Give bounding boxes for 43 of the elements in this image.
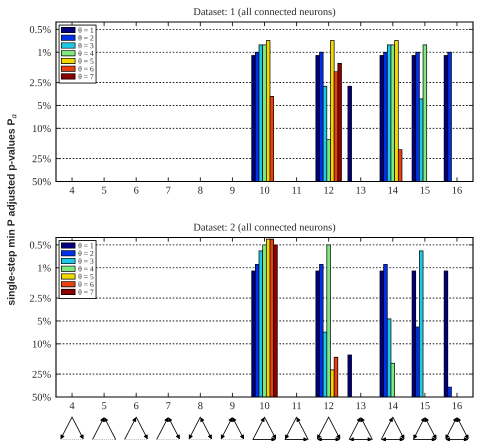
y-tick-label: 0.5%	[30, 242, 51, 249]
y-tick-label: 2.5%	[30, 294, 51, 302]
x-tick-label: 10	[260, 402, 270, 410]
chart-title: Dataset: 1 (all connected neurons)	[194, 8, 336, 18]
x-tick-label: 15	[420, 186, 430, 194]
x-tick-label: 13	[356, 402, 366, 410]
x-tick-label: 8	[198, 402, 203, 410]
y-tick-label: 2.5%	[30, 79, 51, 86]
y-tick-label: 25%	[32, 155, 51, 162]
y-tick-label: 10%	[32, 340, 51, 348]
x-tick-label: 6	[134, 402, 138, 410]
x-tick-label: 12	[324, 186, 334, 194]
x-tick-label: 13	[356, 186, 366, 194]
x-tick-label: 16	[452, 402, 462, 410]
x-tick-label: 7	[166, 186, 171, 194]
x-tick-label: 8	[198, 186, 203, 194]
y-tick-label: 0.5%	[30, 26, 51, 34]
y-tick-label: 5%	[38, 318, 51, 325]
y-tick-label: 10%	[32, 125, 51, 132]
y-tick-label: 50%	[32, 394, 51, 401]
y-tick-label: 25%	[32, 370, 51, 378]
x-tick-label: 16	[452, 186, 462, 194]
x-tick-label: 4	[70, 186, 74, 194]
y-tick-label: 1%	[38, 48, 51, 56]
y-tick-label: 1%	[38, 264, 51, 272]
x-tick-label: 10	[260, 186, 270, 194]
x-tick-label: 6	[134, 186, 138, 194]
chart-title: Dataset: 2 (all connected neurons)	[194, 223, 336, 233]
y-tick-label: 50%	[32, 178, 51, 186]
x-tick-label: 12	[324, 402, 334, 410]
y-axis-title: single-step min P adjusted p-values P$_{α}$	[7, 114, 17, 306]
x-tick-label: 9	[230, 402, 235, 410]
y-tick-label: 5%	[38, 102, 51, 110]
x-tick-label: 14	[388, 186, 398, 194]
x-tick-label: 11	[292, 186, 301, 194]
x-tick-label: 9	[230, 186, 235, 194]
x-tick-label: 15	[420, 402, 430, 410]
x-tick-label: 11	[292, 402, 301, 410]
x-tick-label: 14	[388, 402, 398, 410]
x-tick-label: 5	[102, 402, 106, 410]
x-tick-label: 4	[70, 402, 74, 410]
x-tick-label: 5	[102, 186, 106, 194]
x-tick-label: 7	[166, 402, 171, 410]
